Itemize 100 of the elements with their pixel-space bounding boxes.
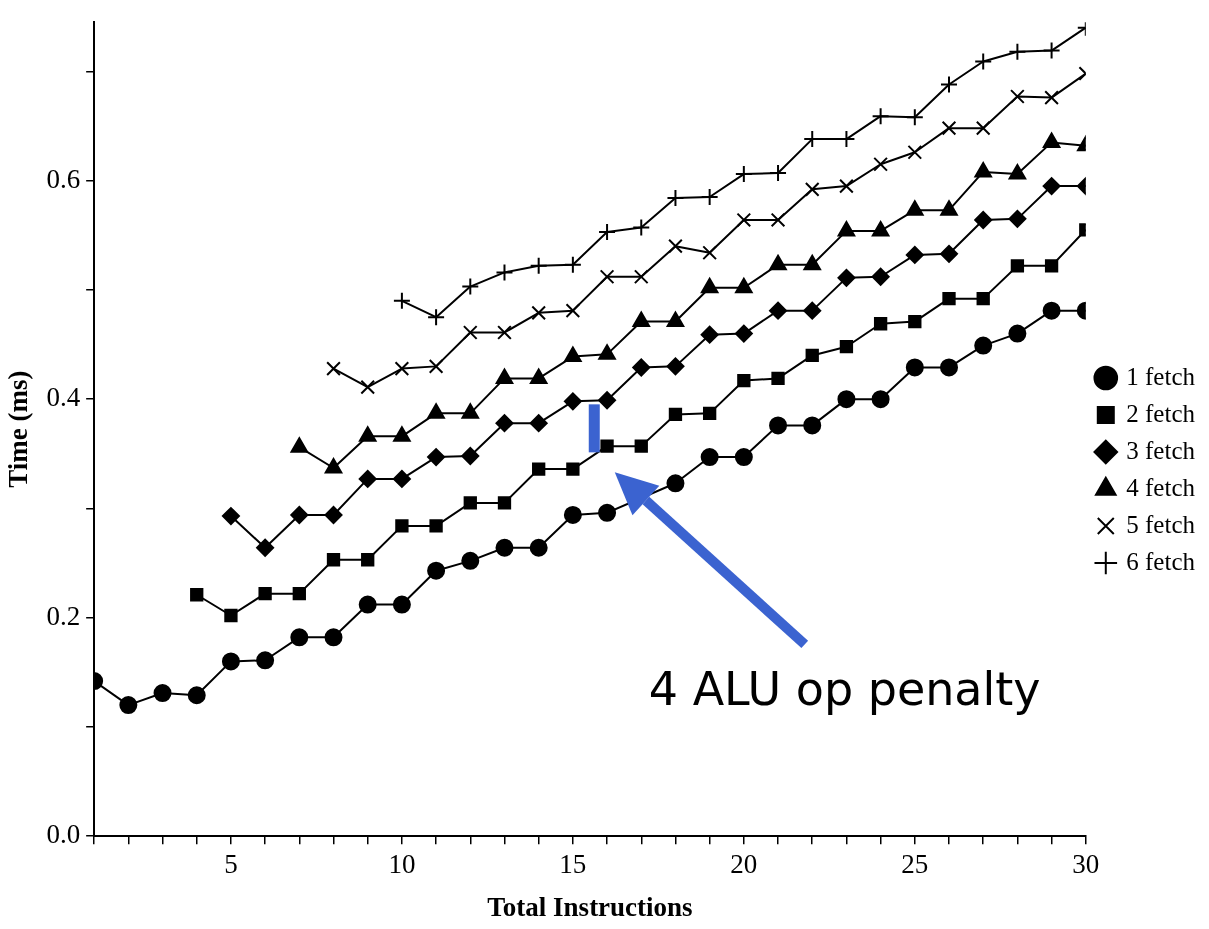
point bbox=[394, 361, 410, 376]
point bbox=[462, 325, 478, 340]
y-axis-title: Time (ms) bbox=[3, 370, 34, 488]
point bbox=[427, 448, 446, 467]
point bbox=[942, 291, 956, 306]
point bbox=[905, 245, 924, 264]
point bbox=[461, 277, 480, 296]
point bbox=[837, 268, 856, 287]
point bbox=[905, 358, 924, 377]
point bbox=[463, 496, 477, 510]
point bbox=[1042, 301, 1061, 320]
point bbox=[256, 651, 275, 670]
point bbox=[873, 317, 888, 331]
point bbox=[395, 519, 409, 533]
y-tick-label: 0.6 bbox=[46, 163, 81, 194]
point bbox=[429, 519, 443, 533]
legend-label: 3 fetch bbox=[1126, 436, 1196, 464]
point bbox=[529, 256, 548, 275]
point bbox=[461, 446, 480, 465]
point bbox=[360, 379, 376, 395]
point bbox=[702, 245, 718, 261]
point bbox=[1044, 259, 1059, 273]
point bbox=[941, 120, 957, 136]
legend-label: 6 fetch bbox=[1126, 547, 1196, 575]
point bbox=[532, 462, 546, 476]
point bbox=[632, 218, 651, 237]
legend-label: 1 fetch bbox=[1126, 362, 1196, 390]
point bbox=[361, 553, 375, 567]
point bbox=[975, 120, 991, 136]
point bbox=[326, 361, 341, 376]
point bbox=[1008, 209, 1027, 228]
point bbox=[940, 358, 959, 377]
point bbox=[700, 188, 719, 207]
point bbox=[769, 416, 788, 435]
point bbox=[358, 595, 377, 614]
x-tick-label: 25 bbox=[901, 849, 929, 880]
point bbox=[531, 305, 547, 321]
point bbox=[324, 628, 343, 647]
point bbox=[392, 291, 411, 310]
point bbox=[974, 52, 993, 71]
point bbox=[461, 551, 480, 570]
point bbox=[224, 608, 238, 623]
x-tick-label: 30 bbox=[1072, 849, 1100, 880]
point bbox=[598, 391, 617, 410]
point bbox=[976, 291, 990, 306]
point bbox=[563, 505, 582, 524]
legend-label: 4 fetch bbox=[1126, 473, 1196, 501]
point bbox=[871, 267, 890, 286]
point bbox=[497, 325, 512, 340]
x-tick-label: 5 bbox=[224, 849, 238, 880]
point bbox=[1010, 259, 1025, 273]
point bbox=[392, 595, 411, 614]
point bbox=[666, 474, 685, 493]
point bbox=[1042, 41, 1061, 60]
point bbox=[428, 359, 444, 374]
point bbox=[907, 144, 923, 160]
point bbox=[873, 156, 888, 172]
point bbox=[221, 507, 240, 526]
point bbox=[805, 348, 819, 363]
point bbox=[495, 414, 514, 433]
point bbox=[871, 390, 890, 409]
point bbox=[598, 503, 617, 522]
point bbox=[358, 469, 377, 488]
point bbox=[1008, 42, 1027, 61]
point bbox=[668, 407, 683, 422]
legend-label: 2 fetch bbox=[1126, 399, 1196, 427]
x-tick-label: 10 bbox=[388, 849, 416, 880]
annotation: 4 ALU op penalty bbox=[648, 662, 1041, 717]
point bbox=[529, 538, 548, 557]
point bbox=[256, 538, 275, 557]
point bbox=[803, 301, 822, 320]
point bbox=[737, 373, 751, 388]
x-tick-label: 15 bbox=[559, 849, 587, 880]
point bbox=[529, 414, 548, 433]
point bbox=[565, 303, 581, 319]
point bbox=[700, 325, 719, 344]
point bbox=[119, 696, 138, 715]
point bbox=[770, 212, 786, 228]
point bbox=[905, 108, 924, 127]
point bbox=[839, 340, 854, 354]
point bbox=[427, 308, 446, 327]
point bbox=[153, 684, 172, 703]
point bbox=[633, 269, 649, 285]
point bbox=[1044, 90, 1059, 105]
point bbox=[974, 210, 993, 229]
point bbox=[497, 496, 512, 510]
point bbox=[839, 178, 854, 194]
point bbox=[940, 244, 959, 263]
y-tick-label: 0.0 bbox=[46, 819, 81, 850]
point bbox=[734, 324, 753, 343]
point bbox=[563, 392, 582, 411]
point bbox=[734, 448, 753, 467]
point bbox=[734, 165, 753, 184]
point bbox=[1010, 89, 1025, 104]
point bbox=[769, 301, 788, 320]
y-tick-label: 0.2 bbox=[46, 600, 81, 631]
point bbox=[702, 406, 717, 421]
point bbox=[837, 390, 856, 409]
point bbox=[566, 462, 580, 476]
point bbox=[495, 263, 514, 282]
